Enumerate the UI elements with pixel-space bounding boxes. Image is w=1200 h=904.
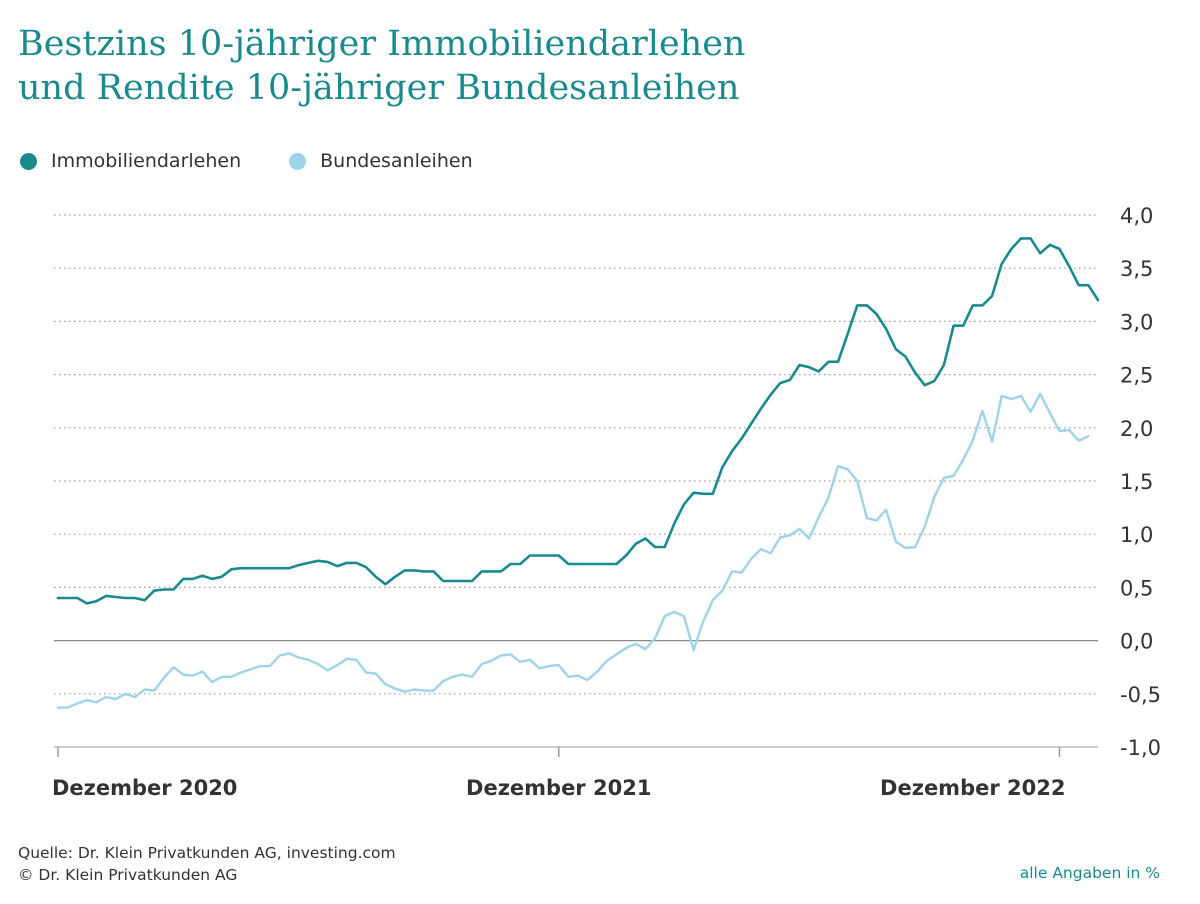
legend-item-bundesanleihen: Bundesanleihen — [289, 150, 473, 172]
copyright-text: © Dr. Klein Privatkunden AG — [18, 866, 238, 884]
y-tick-label: 3,0 — [1120, 310, 1153, 334]
chart-title: Bestzins 10-jähriger Immobiliendarlehen … — [18, 22, 1118, 110]
legend-dot-icon — [289, 152, 307, 170]
y-tick-label: 3,5 — [1120, 257, 1153, 281]
series-line-bundesanleihen — [56, 392, 1090, 709]
x-tick-label: Dezember 2021 — [466, 776, 651, 800]
legend-item-immobiliendarlehen: Immobiliendarlehen — [20, 150, 241, 172]
legend-label-immobiliendarlehen: Immobiliendarlehen — [51, 150, 242, 172]
x-tick-label: Dezember 2022 — [880, 776, 1065, 800]
chart-title-line-1: Bestzins 10-jähriger Immobiliendarlehen — [18, 24, 746, 64]
y-tick-label: -1,0 — [1120, 736, 1161, 760]
legend-dot-icon — [20, 152, 37, 170]
y-tick-label: 0,5 — [1120, 576, 1153, 600]
x-tick-label: Dezember 2020 — [52, 776, 237, 800]
chart-title-line-2: und Rendite 10-jähriger Bundesanleihen — [18, 68, 740, 108]
source-note: Quelle: Dr. Klein Privatkunden AG, inves… — [18, 842, 396, 886]
y-tick-label: 0,0 — [1120, 630, 1153, 654]
y-tick-label: 1,0 — [1120, 523, 1153, 547]
y-tick-label: 1,5 — [1120, 470, 1153, 494]
legend: Immobiliendarlehen Bundesanleihen — [20, 150, 521, 172]
y-tick-label: -0,5 — [1120, 683, 1161, 707]
y-tick-label: 4,0 — [1120, 204, 1153, 228]
legend-label-bundesanleihen: Bundesanleihen — [320, 150, 473, 172]
y-tick-label: 2,5 — [1120, 364, 1153, 388]
unit-note: alle Angaben in % — [1019, 864, 1160, 882]
y-tick-label: 2,0 — [1120, 417, 1153, 441]
source-text: Quelle: Dr. Klein Privatkunden AG, inves… — [18, 844, 396, 862]
series-line-immobiliendarlehen — [56, 237, 1100, 605]
